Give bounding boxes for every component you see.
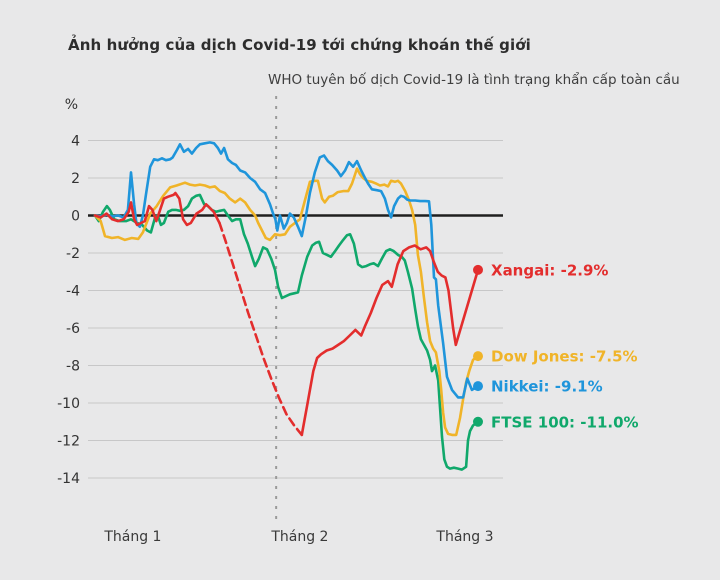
series-end-label-xangai: Xangai: -2.9% (491, 261, 608, 279)
y-tick-label: -12 (57, 434, 80, 450)
y-tick-label: -6 (66, 321, 80, 337)
series-end-dot-xangai (473, 264, 483, 275)
y-tick-label: -4 (66, 284, 80, 300)
x-tick-label: Tháng 3 (435, 529, 493, 545)
series-line-nikkei (93, 141, 480, 399)
y-tick-label: -10 (57, 396, 80, 412)
series-end-label-ftse-100: FTSE 100: -11.0% (491, 413, 639, 431)
chart-title: Ảnh hưởng của dịch Covid-19 tới chứng kh… (68, 36, 531, 54)
y-tick-label: 2 (71, 171, 80, 187)
series-line-xangai (218, 221, 304, 437)
x-tick-label: Tháng 2 (270, 529, 328, 545)
series-line-dow-jones (93, 167, 480, 437)
y-tick-label: 0 (71, 209, 80, 225)
series-end-dot-nikkei (473, 381, 483, 392)
y-axis-unit-label: % (65, 97, 78, 113)
y-tick-label: -2 (66, 246, 80, 262)
x-tick-label: Tháng 1 (103, 529, 161, 545)
series-line-xangai (300, 244, 480, 437)
series-end-dot-dow-jones (473, 351, 483, 362)
series-end-label-nikkei: Nikkei: -9.1% (491, 378, 603, 396)
who-event-annotation: WHO tuyên bố dịch Covid-19 là tình trạng… (268, 72, 680, 88)
y-tick-label: -14 (57, 471, 80, 487)
series-end-label-dow-jones: Dow Jones: -7.5% (491, 348, 638, 366)
series-line-xangai (93, 191, 221, 227)
series-end-dot-ftse-100 (473, 416, 483, 427)
y-tick-label: -8 (66, 359, 80, 375)
y-tick-label: 4 (71, 134, 80, 150)
series-line-ftse-100 (93, 193, 480, 471)
